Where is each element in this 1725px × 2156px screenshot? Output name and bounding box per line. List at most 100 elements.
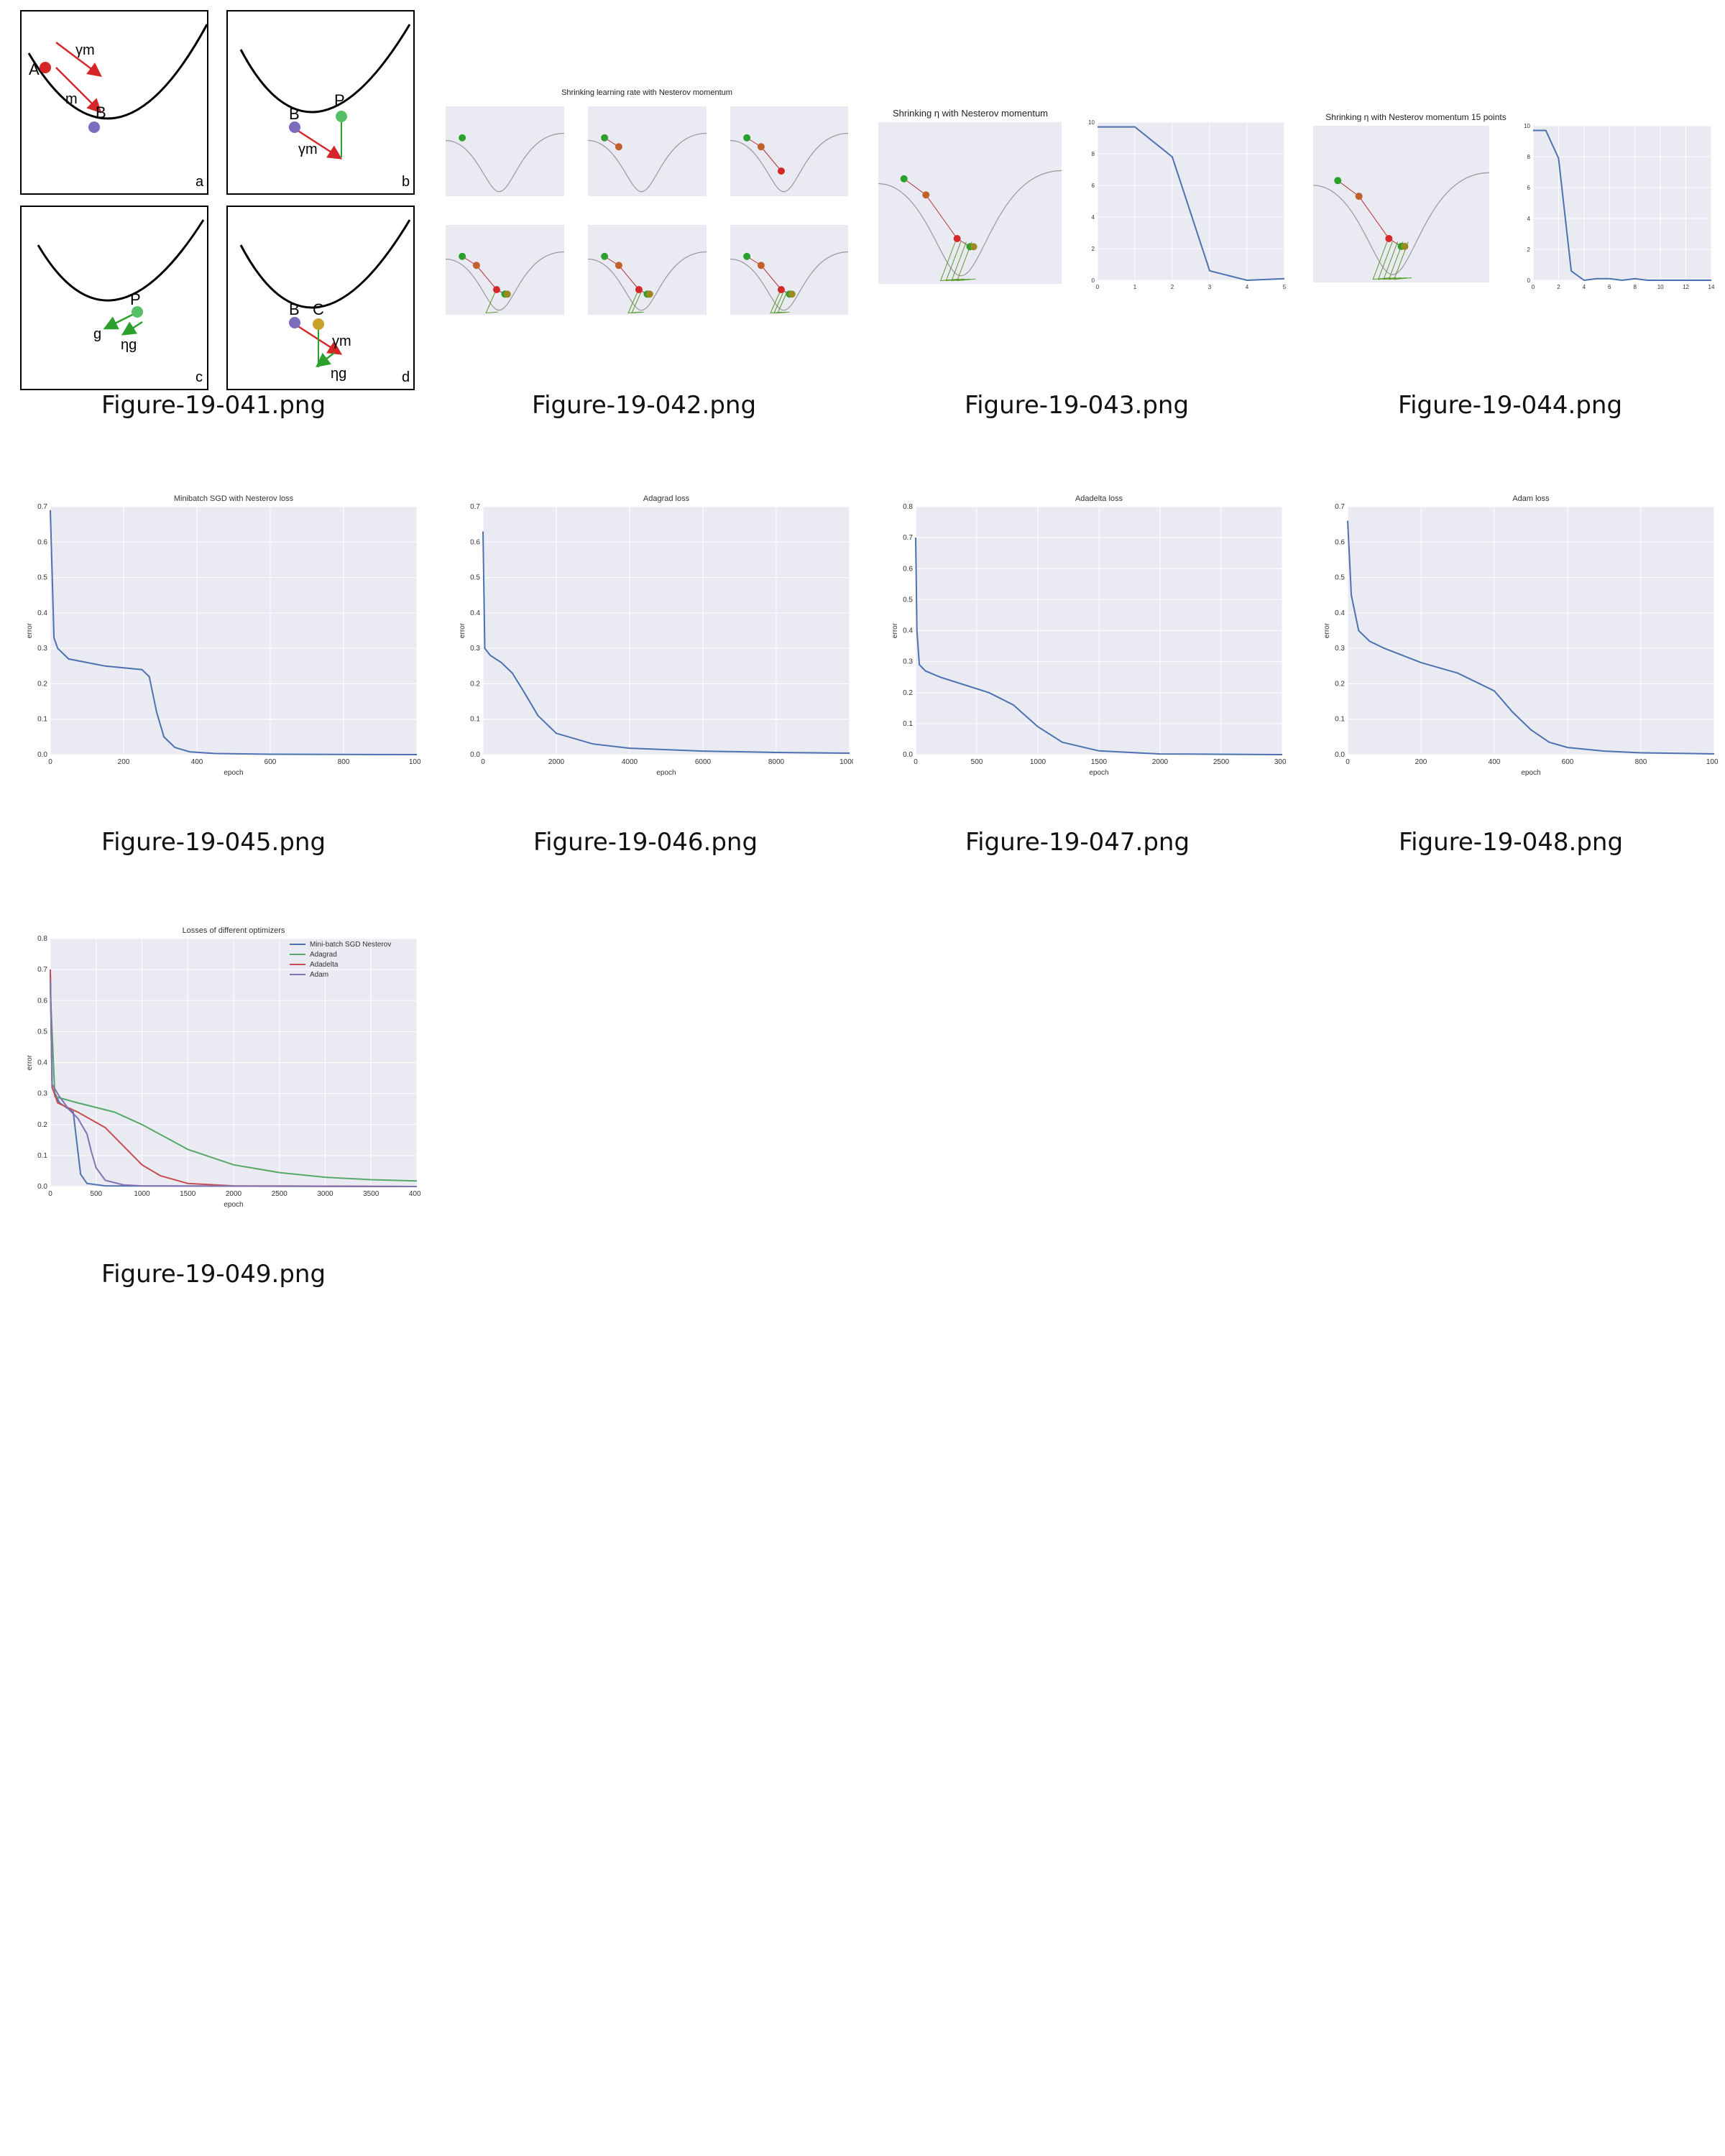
- ball-marker: [900, 175, 908, 183]
- illustration-panel: [730, 225, 848, 315]
- y-axis-label: error: [891, 622, 899, 638]
- y-tick-label: 0.1: [37, 1152, 47, 1160]
- y-tick-label: 0.1: [470, 716, 480, 724]
- ball-marker: [503, 290, 511, 298]
- y-tick-label: 0.2: [37, 680, 47, 688]
- thumbnail-figure-19-045[interactable]: 0.0 0.1 0.2 0.3 0.4 0.5 0.6 0.7 0 200 400 600 800 100…: [11, 487, 420, 857]
- series-line: [1533, 129, 1711, 282]
- x-tick-label: 6: [1608, 284, 1611, 290]
- series-line: [50, 972, 418, 1187]
- x-tick-label: 2: [1557, 284, 1560, 290]
- x-tick-label: 1500: [180, 1190, 196, 1198]
- y-tick-label: 0.6: [470, 538, 480, 546]
- x-tick-label: 4: [1583, 284, 1586, 290]
- svg-text:P: P: [130, 290, 141, 308]
- figure-19-047-image: 0.0 0.1 0.2 0.3 0.4 0.5 0.6 0.7 0.8 0 500 1000 1500 2…: [891, 494, 1286, 777]
- x-tick-label: 4000: [622, 758, 638, 766]
- svg-text:γm: γm: [332, 333, 351, 349]
- ball-marker: [601, 252, 609, 260]
- ball-marker: [615, 262, 622, 270]
- figure-19-045-image: 0.0 0.1 0.2 0.3 0.4 0.5 0.6 0.7 0 200 400 600 800 100…: [26, 494, 420, 777]
- y-tick-label: 0.4: [1335, 609, 1345, 617]
- label-gamma-m: γm: [75, 42, 95, 58]
- y-tick-label: 0.4: [37, 609, 47, 617]
- step-line: [903, 178, 926, 195]
- figure-19-041-image: A γm m B a B P γm b P g ηg: [20, 10, 415, 390]
- svg-text:g: g: [93, 326, 101, 342]
- y-tick-label: 0.2: [1335, 680, 1345, 688]
- ball-marker: [743, 134, 751, 142]
- panel-c-letter: c: [196, 369, 203, 385]
- panel-d-letter: d: [402, 369, 410, 385]
- panel-c: P g ηg c: [20, 206, 208, 390]
- x-tick-label: 500: [90, 1190, 102, 1198]
- chart-title: Minibatch SGD with Nesterov loss: [174, 494, 294, 503]
- ball-marker: [788, 290, 796, 298]
- thumbnail-caption: Figure-19-041.png: [101, 391, 326, 420]
- x-tick-label: 10: [1657, 284, 1664, 290]
- y-tick-label: 10: [1088, 119, 1095, 126]
- x-tick-label: 1000: [1706, 758, 1718, 766]
- thumbnail-figure-19-048[interactable]: 0.0 0.1 0.2 0.3 0.4 0.5 0.6 0.7 0 200 400 600 800 100…: [1308, 487, 1718, 857]
- y-tick-label: 0.7: [1335, 503, 1345, 511]
- plot-area: [1533, 126, 1711, 280]
- y-tick-label: 0.6: [37, 997, 47, 1005]
- thumbnail-figure-19-041[interactable]: A γm m B a B P γm b P g ηg: [20, 10, 417, 420]
- x-tick-label: 600: [1562, 758, 1574, 766]
- chart-title: Adadelta loss: [1075, 494, 1123, 503]
- y-tick-label: 8: [1527, 154, 1531, 160]
- ball-marker: [615, 143, 622, 151]
- thumbnail-caption: Figure-19-046.png: [533, 828, 758, 857]
- valley-curve: [446, 251, 565, 311]
- y-tick-label: 6: [1092, 183, 1095, 189]
- series-line: [915, 538, 1283, 755]
- gradient-line: [485, 291, 498, 314]
- y-axis-label: error: [1323, 622, 1331, 638]
- y-tick-label: 0.3: [1335, 645, 1345, 653]
- y-tick-label: 0.0: [37, 1183, 47, 1191]
- valley-curve: [730, 132, 848, 193]
- figure-19-046-image: 0.0 0.1 0.2 0.3 0.4 0.5 0.6 0.7 0 2000 4000 6000 800…: [459, 494, 853, 777]
- x-axis-label: epoch: [224, 1201, 243, 1209]
- ball-marker: [1385, 234, 1393, 242]
- y-tick-label: 0.1: [37, 716, 47, 724]
- x-tick-label: 800: [338, 758, 350, 766]
- ball-marker: [922, 191, 930, 199]
- ball-marker: [953, 235, 961, 242]
- step-line: [618, 264, 640, 290]
- x-tick-label: 0: [481, 758, 485, 766]
- y-tick-label: 0.0: [37, 751, 47, 759]
- thumbnail-figure-19-047[interactable]: 0.0 0.1 0.2 0.3 0.4 0.5 0.6 0.7 0.8 0 500 1000 1500 2…: [876, 487, 1286, 857]
- y-tick-label: 0.6: [1335, 538, 1345, 546]
- y-tick-label: 6: [1527, 185, 1531, 191]
- x-tick-label: 3: [1208, 284, 1212, 290]
- x-tick-label: 500: [971, 758, 983, 766]
- x-axis-label: epoch: [656, 769, 676, 777]
- x-tick-label: 2: [1171, 284, 1174, 290]
- thumbnail-figure-19-044[interactable]: Shrinking η with Nesterov momentum 15 po…: [1312, 110, 1714, 420]
- y-tick-label: 0.7: [37, 503, 47, 511]
- thumbnail-figure-19-049[interactable]: 0.0 0.1 0.2 0.3 0.4 0.5 0.6 0.7 0.8 0 500 1000 1500 2…: [11, 918, 420, 1289]
- plot-area: [50, 507, 417, 755]
- thumbnail-figure-19-042[interactable]: Shrinking learning rate with Nesterov mo…: [446, 85, 848, 420]
- gradient-line: [1372, 241, 1391, 280]
- x-tick-label: 800: [1635, 758, 1647, 766]
- thumbnail-figure-19-046[interactable]: 0.0 0.1 0.2 0.3 0.4 0.5 0.6 0.7 0 2000 4000 6000 800…: [443, 487, 853, 857]
- gradient-line: [1383, 241, 1402, 280]
- thumbnail-figure-19-043[interactable]: Shrinking η with Nesterov momentum 0 2 4 6 8…: [878, 106, 1288, 420]
- x-tick-label: 600: [264, 758, 277, 766]
- thumbnail-caption: Figure-19-049.png: [101, 1260, 326, 1289]
- x-axis-label: epoch: [1089, 769, 1108, 777]
- y-tick-label: 0.4: [470, 609, 480, 617]
- y-tick-label: 0.5: [470, 574, 480, 582]
- gradient-line: [631, 291, 644, 314]
- series-line: [50, 991, 418, 1182]
- figure-19-042-image: Shrinking learning rate with Nesterov mo…: [446, 88, 848, 315]
- label-a-point: A: [29, 60, 40, 78]
- ball-marker: [777, 167, 785, 175]
- ball-marker: [970, 243, 978, 251]
- figure-19-049-image: 0.0 0.1 0.2 0.3 0.4 0.5 0.6 0.7 0.8 0 500 1000 1500 2…: [26, 926, 420, 1209]
- ball-marker: [459, 134, 466, 142]
- y-tick-label: 0.0: [903, 751, 913, 759]
- step-line: [1358, 195, 1389, 239]
